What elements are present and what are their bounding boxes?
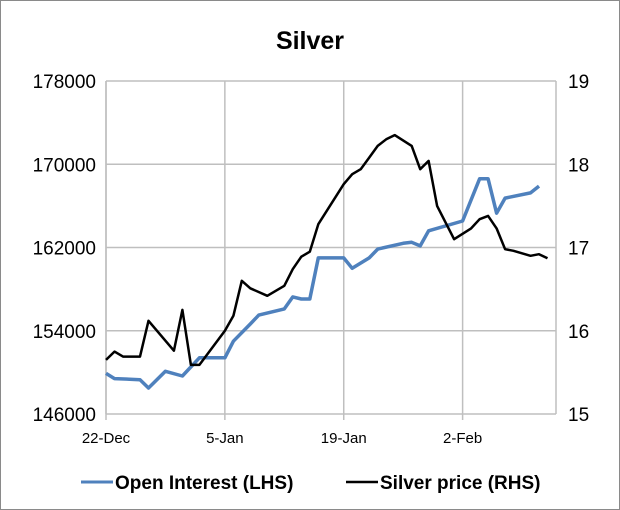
y-left-tick-label: 154000 [33,322,96,343]
y-left-tick-label: 178000 [33,72,96,93]
legend: Open Interest (LHS) Silver price (RHS) [81,473,541,494]
legend-label-open-interest: Open Interest (LHS) [115,473,293,494]
y-left-tick-label: 146000 [33,405,96,426]
x-tick-label: 5-Jan [206,430,244,447]
chart-title: Silver [276,27,344,55]
y-left-tick-label: 162000 [33,239,96,260]
y-left-tick-label: 170000 [33,155,96,176]
y-right-tick-label: 16 [568,322,589,343]
x-tick-label: 2-Feb [443,430,482,447]
y-right-tick-label: 15 [568,405,589,426]
open-interest-line [105,177,541,390]
silver-price-line [105,133,549,367]
legend-label-silver-price: Silver price (RHS) [380,473,541,494]
x-tick-label: 19-Jan [321,430,367,447]
x-tick-label: 22-Dec [82,430,131,447]
y-right-tick-label: 17 [568,239,589,260]
y-right-tick-label: 18 [568,155,589,176]
y-right-tick-label: 19 [568,72,589,93]
